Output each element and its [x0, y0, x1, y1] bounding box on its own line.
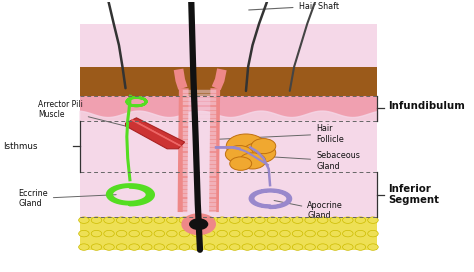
Circle shape	[267, 244, 278, 250]
Circle shape	[142, 244, 152, 250]
Circle shape	[368, 244, 378, 250]
Text: Apocrine
Gland: Apocrine Gland	[274, 200, 343, 220]
Circle shape	[292, 244, 303, 250]
Circle shape	[242, 244, 253, 250]
Text: Infundibulum: Infundibulum	[388, 101, 465, 111]
Circle shape	[192, 244, 202, 250]
Circle shape	[179, 217, 190, 223]
Circle shape	[129, 230, 139, 237]
Circle shape	[242, 230, 253, 237]
Circle shape	[330, 217, 340, 223]
Circle shape	[330, 230, 340, 237]
Circle shape	[305, 244, 315, 250]
Circle shape	[243, 143, 276, 163]
Circle shape	[204, 244, 215, 250]
Bar	[80, 96, 377, 120]
Circle shape	[104, 217, 114, 223]
Circle shape	[318, 230, 328, 237]
Circle shape	[343, 217, 353, 223]
Circle shape	[229, 244, 240, 250]
Circle shape	[255, 230, 265, 237]
Circle shape	[167, 217, 177, 223]
Circle shape	[116, 244, 127, 250]
Circle shape	[225, 146, 254, 163]
Circle shape	[229, 230, 240, 237]
Circle shape	[217, 217, 228, 223]
Bar	[80, 67, 377, 96]
Circle shape	[318, 244, 328, 250]
Circle shape	[229, 217, 240, 223]
Circle shape	[167, 230, 177, 237]
Bar	[80, 24, 377, 250]
Circle shape	[154, 217, 164, 223]
Circle shape	[355, 230, 365, 237]
Circle shape	[226, 134, 265, 158]
Circle shape	[305, 217, 315, 223]
Circle shape	[267, 230, 278, 237]
Circle shape	[91, 230, 102, 237]
Circle shape	[343, 244, 353, 250]
Circle shape	[179, 244, 190, 250]
Circle shape	[192, 230, 202, 237]
Circle shape	[230, 157, 252, 170]
Circle shape	[79, 230, 89, 237]
Circle shape	[116, 230, 127, 237]
Circle shape	[318, 217, 328, 223]
Circle shape	[251, 138, 276, 154]
Circle shape	[330, 244, 340, 250]
Circle shape	[255, 217, 265, 223]
Circle shape	[292, 230, 303, 237]
Text: Hair Shaft: Hair Shaft	[249, 2, 338, 11]
Text: Sebaceous
Gland: Sebaceous Gland	[253, 151, 360, 171]
Circle shape	[192, 217, 202, 223]
Circle shape	[368, 230, 378, 237]
Circle shape	[104, 230, 114, 237]
Bar	[80, 217, 377, 250]
Circle shape	[154, 230, 164, 237]
Text: Inferior
Segment: Inferior Segment	[388, 184, 439, 205]
Circle shape	[116, 217, 127, 223]
Circle shape	[280, 217, 290, 223]
Circle shape	[239, 153, 265, 169]
Circle shape	[255, 244, 265, 250]
Circle shape	[182, 214, 215, 234]
Circle shape	[154, 244, 164, 250]
Circle shape	[179, 230, 190, 237]
Circle shape	[292, 217, 303, 223]
Circle shape	[204, 230, 215, 237]
Circle shape	[242, 217, 253, 223]
Circle shape	[91, 217, 102, 223]
Circle shape	[204, 217, 215, 223]
Circle shape	[280, 244, 290, 250]
Circle shape	[167, 244, 177, 250]
Circle shape	[142, 217, 152, 223]
Circle shape	[305, 230, 315, 237]
Circle shape	[79, 244, 89, 250]
Circle shape	[267, 217, 278, 223]
Circle shape	[217, 230, 228, 237]
Circle shape	[129, 217, 139, 223]
Text: Isthmus: Isthmus	[3, 142, 37, 151]
Text: Arrector Pili
Muscle: Arrector Pili Muscle	[38, 100, 149, 132]
Circle shape	[343, 230, 353, 237]
Text: Hair
Follicle: Hair Follicle	[218, 124, 344, 144]
Circle shape	[368, 217, 378, 223]
Circle shape	[79, 217, 89, 223]
Circle shape	[189, 218, 208, 230]
Text: Eccrine
Gland: Eccrine Gland	[18, 189, 116, 208]
Circle shape	[104, 244, 114, 250]
Circle shape	[129, 244, 139, 250]
Circle shape	[355, 217, 365, 223]
Circle shape	[355, 244, 365, 250]
Circle shape	[280, 230, 290, 237]
Polygon shape	[126, 118, 185, 149]
Circle shape	[142, 230, 152, 237]
Circle shape	[91, 244, 102, 250]
Circle shape	[217, 244, 228, 250]
